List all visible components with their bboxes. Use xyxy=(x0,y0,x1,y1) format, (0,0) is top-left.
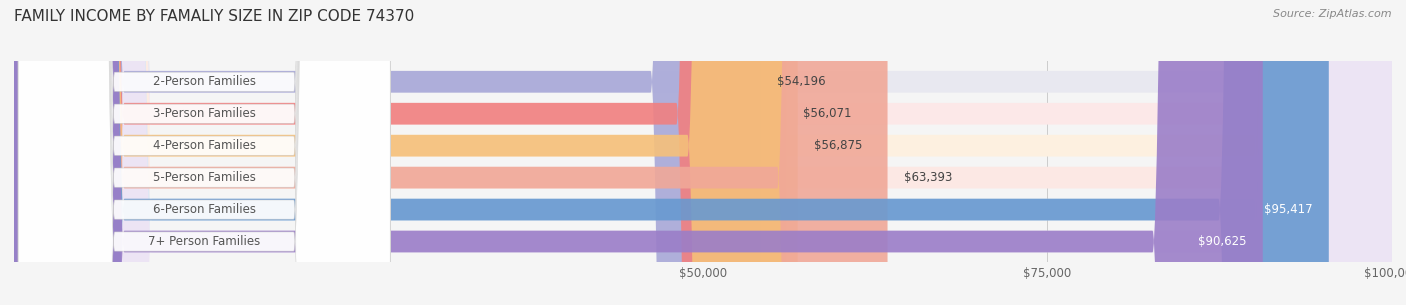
FancyBboxPatch shape xyxy=(14,0,761,305)
FancyBboxPatch shape xyxy=(18,0,391,305)
Text: 3-Person Families: 3-Person Families xyxy=(153,107,256,120)
FancyBboxPatch shape xyxy=(14,0,1392,305)
Text: Source: ZipAtlas.com: Source: ZipAtlas.com xyxy=(1274,9,1392,19)
Text: $90,625: $90,625 xyxy=(1198,235,1246,248)
Text: $56,071: $56,071 xyxy=(803,107,852,120)
FancyBboxPatch shape xyxy=(14,0,786,305)
Text: 5-Person Families: 5-Person Families xyxy=(153,171,256,184)
FancyBboxPatch shape xyxy=(14,0,1329,305)
FancyBboxPatch shape xyxy=(14,0,797,305)
FancyBboxPatch shape xyxy=(18,0,391,305)
FancyBboxPatch shape xyxy=(14,0,1392,305)
Text: 7+ Person Families: 7+ Person Families xyxy=(148,235,260,248)
Text: $95,417: $95,417 xyxy=(1264,203,1312,216)
Text: 4-Person Families: 4-Person Families xyxy=(153,139,256,152)
Text: 2-Person Families: 2-Person Families xyxy=(153,75,256,88)
FancyBboxPatch shape xyxy=(14,0,1392,305)
FancyBboxPatch shape xyxy=(18,0,391,305)
FancyBboxPatch shape xyxy=(14,0,887,305)
FancyBboxPatch shape xyxy=(14,0,1392,305)
Text: 6-Person Families: 6-Person Families xyxy=(153,203,256,216)
FancyBboxPatch shape xyxy=(18,0,391,305)
Text: $54,196: $54,196 xyxy=(778,75,825,88)
FancyBboxPatch shape xyxy=(18,0,391,305)
FancyBboxPatch shape xyxy=(14,0,1392,305)
Text: FAMILY INCOME BY FAMALIY SIZE IN ZIP CODE 74370: FAMILY INCOME BY FAMALIY SIZE IN ZIP COD… xyxy=(14,9,415,24)
FancyBboxPatch shape xyxy=(14,0,1263,305)
FancyBboxPatch shape xyxy=(14,0,1392,305)
Text: $56,875: $56,875 xyxy=(814,139,863,152)
FancyBboxPatch shape xyxy=(18,0,391,305)
Text: $63,393: $63,393 xyxy=(904,171,952,184)
